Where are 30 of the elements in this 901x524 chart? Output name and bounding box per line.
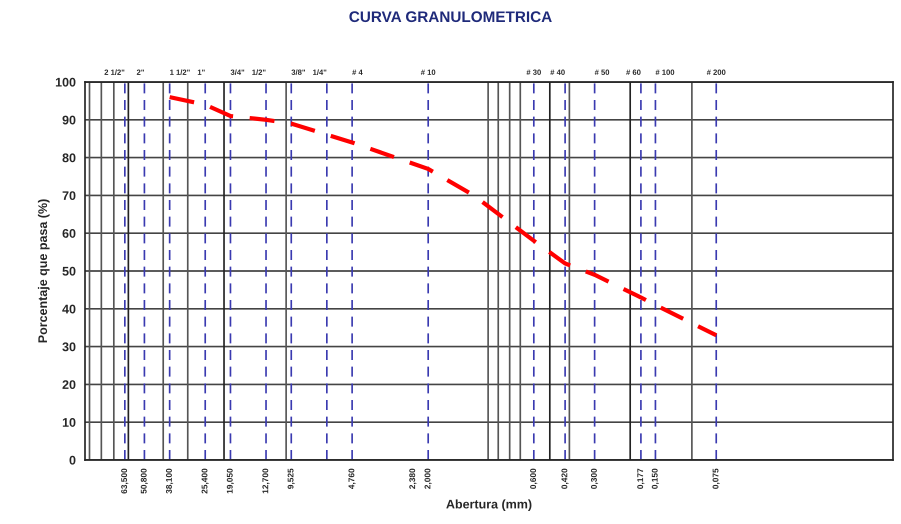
y-tick-label: 100	[56, 78, 76, 87]
x-tick-label: 19,050	[226, 468, 234, 494]
x-tick-label: 25,400	[202, 468, 209, 494]
x-tick-label: 0,150	[652, 468, 659, 489]
x-tick-label: 2,380	[409, 468, 416, 489]
y-tick-label: 30	[62, 342, 76, 352]
y-tick-label: 50	[62, 266, 76, 276]
x-tick-label: 50,800	[140, 468, 148, 494]
y-tick-label: 70	[62, 191, 76, 200]
x-tick-label: 2,000	[424, 468, 432, 489]
x-axis-title: Abertura (mm)	[446, 499, 532, 512]
x-tick-label: 9,525	[288, 468, 295, 489]
y-tick-label: 0	[70, 456, 76, 465]
x-tick-label: 0,177	[637, 468, 644, 489]
x-tick-label: 0,600	[530, 468, 538, 489]
y-tick-label: 40	[62, 304, 76, 314]
x-tick-label: 0,300	[590, 468, 598, 489]
x-tick-label: 4,760	[348, 468, 356, 490]
y-tick-label: 60	[62, 229, 76, 238]
x-tick-label: 63,500	[121, 468, 128, 494]
x-tick-label: 38,100	[166, 468, 174, 494]
chart-title: CURVA GRANULOMETRICA	[349, 11, 552, 22]
y-tick-label: 20	[62, 380, 76, 390]
y-axis-title: Porcentaje que pasa (%)	[38, 199, 50, 342]
y-tick-label: 80	[62, 153, 76, 162]
x-tick-label: 0,420	[561, 468, 569, 489]
x-tick-label: 12,700	[262, 468, 270, 494]
x-tick-label: 0,075	[712, 468, 720, 489]
y-tick-label: 90	[62, 116, 76, 124]
y-tick-label: 10	[62, 418, 76, 427]
